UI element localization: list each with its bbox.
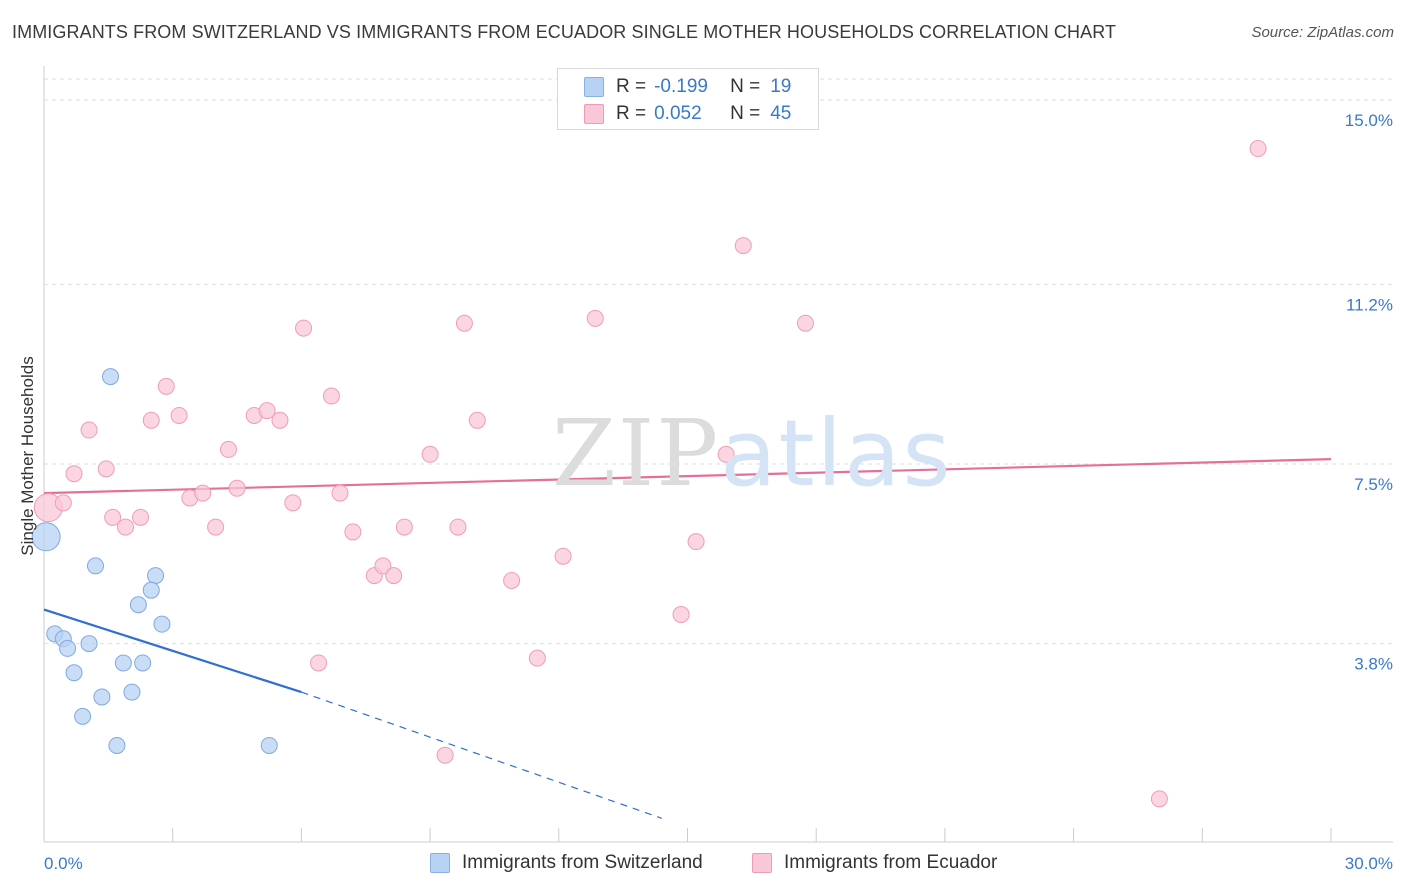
point-switzerland bbox=[260, 736, 278, 754]
axes bbox=[43, 66, 1393, 843]
y-axis-label: Single Mother Households bbox=[18, 356, 37, 556]
point-switzerland bbox=[114, 654, 132, 672]
point-ecuador bbox=[142, 411, 160, 429]
point-ecuador bbox=[97, 460, 115, 478]
point-ecuador bbox=[54, 494, 72, 512]
point-switzerland bbox=[93, 688, 111, 706]
point-ecuador bbox=[271, 411, 289, 429]
legend-swatch-switzerland bbox=[584, 77, 604, 97]
chart-title: IMMIGRANTS FROM SWITZERLAND VS IMMIGRANT… bbox=[12, 22, 1117, 42]
legend-row-switzerland: R = -0.199 N = 19 bbox=[584, 75, 791, 99]
point-switzerland bbox=[101, 368, 119, 386]
point-ecuador bbox=[449, 518, 467, 536]
legend-n-value: 45 bbox=[770, 103, 792, 124]
point-ecuador bbox=[194, 484, 212, 502]
point-ecuador bbox=[322, 387, 340, 405]
tick-labels: 3.8% 7.5% 11.2% 15.0% 0.0% 30.0% bbox=[44, 111, 1393, 873]
y-tick-label: 15.0% bbox=[1345, 111, 1393, 130]
grid-lines bbox=[44, 78, 1393, 645]
series-swatch-switzerland bbox=[430, 853, 450, 873]
point-ecuador bbox=[295, 319, 313, 337]
point-switzerland bbox=[147, 567, 165, 585]
point-ecuador bbox=[421, 445, 439, 463]
point-switzerland bbox=[31, 522, 61, 552]
legend-r-label: R = bbox=[616, 103, 647, 124]
point-ecuador bbox=[455, 314, 473, 332]
trend-extension-switzerland bbox=[301, 691, 662, 819]
legend-swatch-ecuador bbox=[584, 104, 604, 124]
point-switzerland bbox=[80, 635, 98, 653]
point-ecuador bbox=[528, 649, 546, 667]
point-ecuador bbox=[385, 567, 403, 585]
series-label-ecuador: Immigrants from Ecuador bbox=[784, 852, 998, 873]
point-ecuador bbox=[170, 406, 188, 424]
trend-lines bbox=[43, 458, 1332, 819]
point-ecuador bbox=[284, 494, 302, 512]
y-tick-label: 7.5% bbox=[1354, 475, 1393, 494]
point-switzerland bbox=[142, 581, 160, 599]
point-switzerland bbox=[153, 615, 171, 633]
point-switzerland bbox=[65, 664, 83, 682]
watermark: ZIPatlas bbox=[552, 400, 953, 507]
stats-legend: R = -0.199 N = 19 R = 0.052 N = 45 bbox=[557, 68, 819, 130]
legend-r-value: 0.052 bbox=[654, 103, 702, 124]
legend-n-label: N = bbox=[730, 103, 761, 124]
legend-r-value: -0.199 bbox=[654, 76, 708, 97]
point-ecuador bbox=[80, 421, 98, 439]
legend-r-label: R = bbox=[616, 76, 647, 97]
point-ecuador bbox=[1249, 140, 1267, 158]
series-legend-switzerland: Immigrants from Switzerland bbox=[430, 852, 703, 874]
point-ecuador bbox=[672, 605, 690, 623]
trend-line-switzerland bbox=[43, 608, 302, 694]
point-ecuador bbox=[219, 440, 237, 458]
point-switzerland bbox=[59, 639, 77, 657]
legend-n-label: N = bbox=[730, 76, 761, 97]
point-switzerland bbox=[129, 596, 147, 614]
point-ecuador bbox=[157, 377, 175, 395]
point-ecuador bbox=[436, 746, 454, 764]
point-ecuador bbox=[132, 508, 150, 526]
point-switzerland bbox=[134, 654, 152, 672]
point-ecuador bbox=[228, 479, 246, 497]
y-tick-label: 11.2% bbox=[1346, 295, 1393, 314]
series-label-switzerland: Immigrants from Switzerland bbox=[462, 852, 703, 873]
point-ecuador bbox=[374, 557, 392, 575]
point-ecuador bbox=[468, 411, 486, 429]
series-legend-ecuador: Immigrants from Ecuador bbox=[752, 852, 997, 874]
point-ecuador bbox=[586, 309, 604, 327]
legend-n-value: 19 bbox=[770, 76, 792, 97]
point-ecuador bbox=[395, 518, 413, 536]
point-ecuador bbox=[207, 518, 225, 536]
trend-line-ecuador bbox=[43, 458, 1332, 495]
point-ecuador bbox=[503, 571, 521, 589]
x-tick-label: 0.0% bbox=[44, 854, 83, 873]
point-switzerland bbox=[108, 736, 126, 754]
point-switzerland bbox=[123, 683, 141, 701]
watermark-zip: ZIP bbox=[552, 400, 721, 507]
point-ecuador bbox=[310, 654, 328, 672]
point-ecuador bbox=[796, 314, 814, 332]
point-ecuador bbox=[104, 508, 122, 526]
point-switzerland bbox=[74, 707, 92, 725]
point-ecuador bbox=[117, 518, 135, 536]
point-ecuador bbox=[258, 402, 276, 420]
data-points bbox=[31, 140, 1267, 808]
watermark-atlas: atlas bbox=[720, 400, 953, 507]
point-ecuador bbox=[687, 533, 705, 551]
point-ecuador bbox=[65, 465, 83, 483]
series-swatch-ecuador bbox=[752, 853, 772, 873]
x-tick-label: 30.0% bbox=[1345, 854, 1393, 873]
point-ecuador bbox=[717, 445, 735, 463]
y-tick-label: 3.8% bbox=[1354, 655, 1393, 674]
point-switzerland bbox=[86, 557, 104, 575]
point-ecuador bbox=[344, 523, 362, 541]
point-ecuador bbox=[331, 484, 349, 502]
point-ecuador bbox=[1150, 790, 1168, 808]
source-credit: Source: ZipAtlas.com bbox=[1251, 24, 1394, 41]
point-ecuador bbox=[554, 547, 572, 565]
legend-row-ecuador: R = 0.052 N = 45 bbox=[584, 102, 791, 126]
point-ecuador bbox=[734, 237, 752, 255]
